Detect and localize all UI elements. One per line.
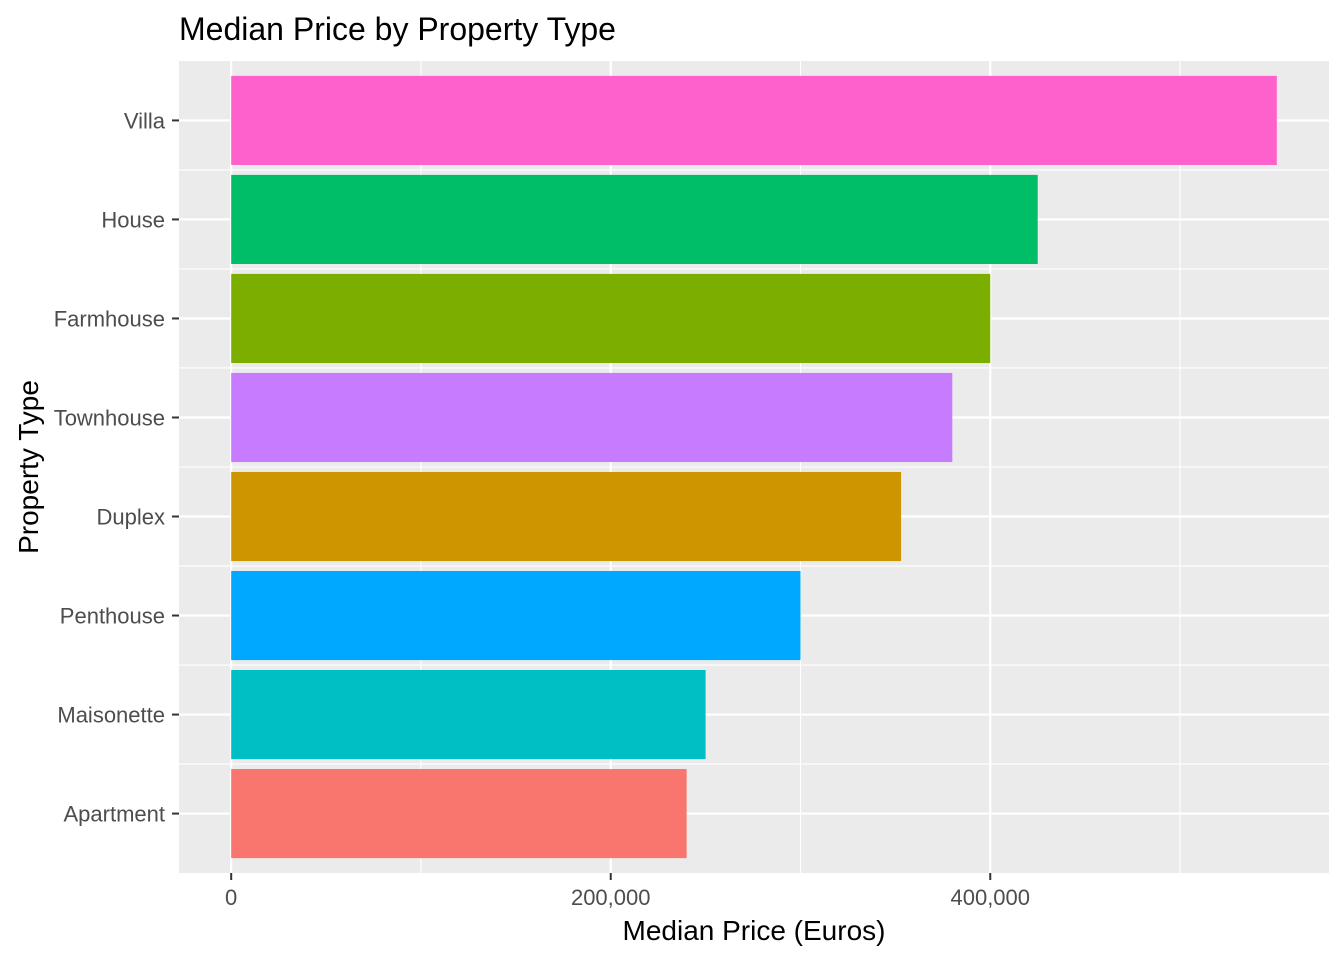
bar-penthouse [231,570,801,661]
bars [231,75,1277,859]
bar-apartment [231,769,687,859]
y-tick-label: Penthouse [60,604,165,629]
y-tick-label: Maisonette [57,703,165,728]
bar-house [231,174,1038,264]
bar-maisonette [231,670,706,760]
y-tick-label: Apartment [64,802,166,827]
y-axis: Apartment Maisonette Penthouse Duplex Townho… [54,108,179,827]
bar-townhouse [231,372,953,463]
y-axis-title: Property Type [13,380,44,554]
y-tick-label: Townhouse [54,405,165,430]
y-tick-label: House [101,207,165,232]
chart-title: Median Price by Property Type [179,11,616,47]
bar-farmhouse [231,273,991,364]
y-tick-label: Duplex [97,505,165,530]
x-tick-label: 0 [225,885,237,910]
y-tick-label: Farmhouse [54,306,165,331]
x-axis: 0 200,000 400,000 [225,873,1030,910]
bar-villa [231,75,1277,165]
bar-duplex [231,471,902,562]
y-tick-label: Villa [124,108,166,133]
x-axis-title: Median Price (Euros) [623,915,886,946]
x-tick-label: 200,000 [571,885,651,910]
x-tick-label: 400,000 [950,885,1030,910]
